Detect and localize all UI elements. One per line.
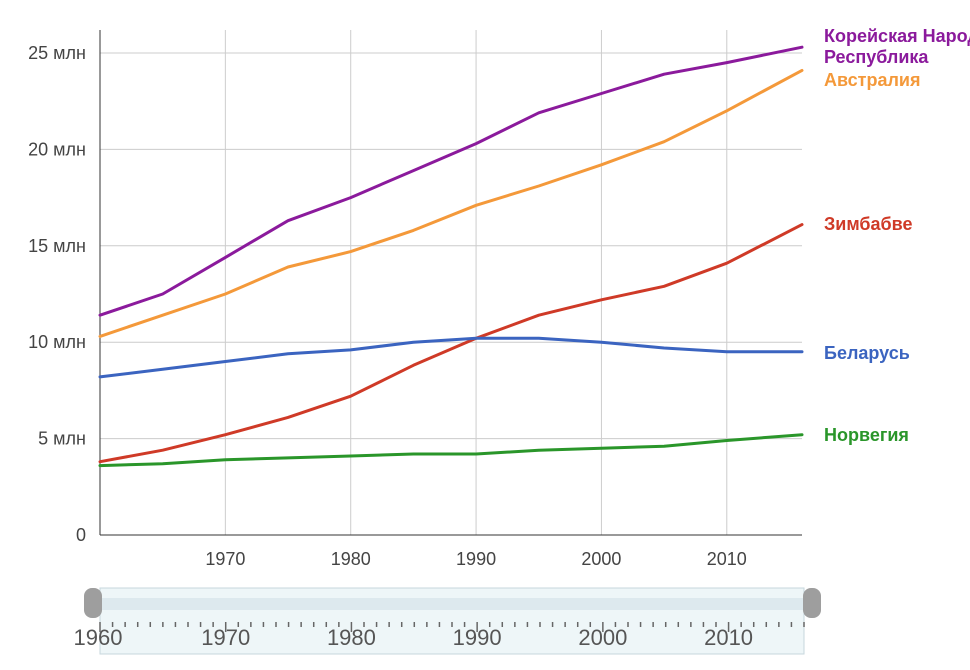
x-tick-label: 1980: [331, 549, 371, 569]
series-line-2[interactable]: [98, 223, 804, 464]
series-lines[interactable]: [98, 45, 804, 468]
x-tick-label: 2010: [707, 549, 747, 569]
y-tick-label: 10 млн: [28, 332, 86, 352]
slider-tick-label: 1970: [201, 625, 250, 650]
slider-labels: 1960 1970 1980 1990 2000 2010: [74, 625, 754, 650]
slider-start-label: 1960: [74, 625, 123, 650]
slider-tick-label: 2000: [578, 625, 627, 650]
y-tick-label: 0: [76, 525, 86, 545]
x-axis-tick-labels: 1970 1980 1990 2000 2010: [205, 549, 746, 569]
slider-tick-label: 2010: [704, 625, 753, 650]
y-tick-label: 20 млн: [28, 139, 86, 159]
slider-ticks: [99, 622, 805, 632]
time-slider[interactable]: 1960 1970 1980 1990 2000 2010: [74, 587, 821, 655]
x-tick-label: 1970: [205, 549, 245, 569]
y-axis-tick-labels: 0 5 млн 10 млн 15 млн 20 млн 25 млн: [28, 43, 86, 545]
series-label-1: Австралия: [824, 70, 920, 90]
series-line-3[interactable]: [98, 336, 804, 379]
series-line-4[interactable]: [98, 433, 804, 468]
x-tick-label: 1990: [456, 549, 496, 569]
y-tick-label: 15 млн: [28, 236, 86, 256]
y-tick-label: 25 млн: [28, 43, 86, 63]
x-tick-label: 2000: [581, 549, 621, 569]
series-line-0[interactable]: [98, 45, 804, 317]
series-labels: Корейская НароднаяРеспублика Австралия Зим…: [824, 26, 970, 445]
slider-right-handle[interactable]: [803, 588, 821, 618]
series-line-1[interactable]: [98, 68, 804, 338]
series-label-4: Норвегия: [824, 425, 909, 445]
series-label-2: Зимбабве: [824, 214, 913, 234]
series-label-3: Беларусь: [824, 343, 910, 363]
slider-tick-label: 1980: [327, 625, 376, 650]
y-tick-label: 5 млн: [38, 429, 86, 449]
slider-left-handle[interactable]: [84, 588, 102, 618]
slider-tick-label: 1990: [453, 625, 502, 650]
series-label-0: Корейская Народная: [824, 26, 970, 46]
gridlines: [99, 30, 802, 536]
slider-range-band: [100, 598, 804, 610]
series-label-0: Республика: [824, 47, 929, 67]
